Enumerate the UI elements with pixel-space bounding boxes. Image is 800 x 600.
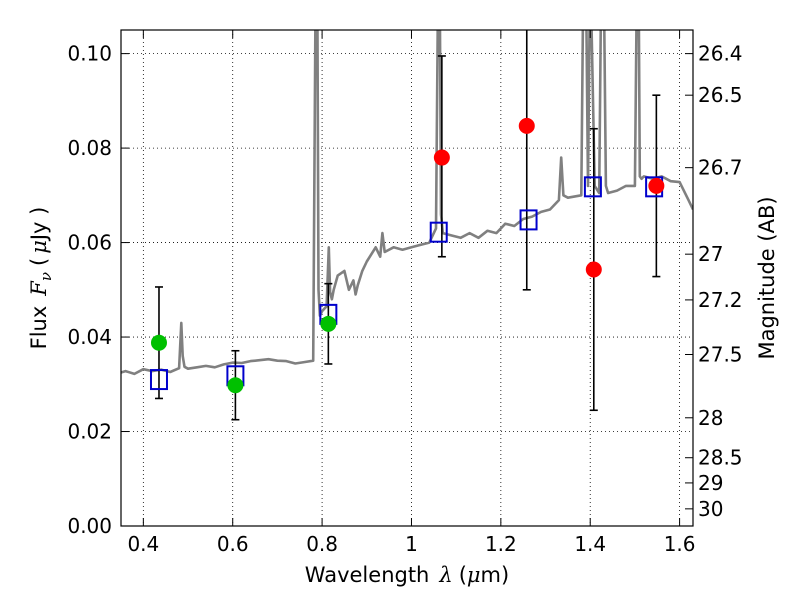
y2-tick-label: 27.2 bbox=[698, 288, 743, 312]
x-tick-label: 0.4 bbox=[127, 532, 159, 556]
y-tick-label: 0.10 bbox=[67, 42, 112, 66]
y2-tick-label: 28.5 bbox=[698, 446, 743, 470]
y-tick-label: 0.00 bbox=[67, 514, 112, 538]
plot-frame bbox=[120, 29, 694, 527]
square-layer bbox=[149, 176, 664, 391]
x-tick-label: 1.6 bbox=[664, 532, 696, 556]
ticks bbox=[121, 30, 693, 527]
y2-tick-label: 30 bbox=[698, 497, 723, 521]
green-data-point bbox=[150, 334, 167, 351]
x-tick-label: 1.4 bbox=[574, 532, 606, 556]
red-data-point bbox=[585, 261, 602, 278]
red-data-point bbox=[433, 149, 450, 166]
x-tick-label: 1 bbox=[405, 532, 418, 556]
y2-tick-label: 28 bbox=[698, 406, 723, 430]
x-tick-label: 0.8 bbox=[306, 532, 338, 556]
green-data-point bbox=[320, 315, 337, 332]
x-tick-label: 1.2 bbox=[485, 532, 517, 556]
plot-area bbox=[121, 30, 693, 526]
y2-tick-label: 27 bbox=[698, 242, 723, 266]
y-tick-label: 0.06 bbox=[67, 231, 112, 255]
model-flux-square bbox=[429, 221, 448, 243]
y2-tick-label: 26.5 bbox=[698, 83, 743, 107]
y-tick-label: 0.08 bbox=[67, 136, 112, 160]
y-tick-label: 0.02 bbox=[67, 420, 112, 444]
y2-tick-label: 26.4 bbox=[698, 42, 743, 66]
tick-labels: 0.4 0.6 0.8 1 1.2 1.4 1.6 0.00 0.02 0.04 0.06 0.08 0… bbox=[67, 42, 742, 556]
y2-tick-label: 26.7 bbox=[698, 156, 743, 180]
model-flux-square bbox=[149, 369, 168, 391]
y2-axis-title: Magnitude (AB) bbox=[755, 196, 779, 359]
red-data-point bbox=[648, 177, 665, 194]
x-tick-label: 0.6 bbox=[217, 532, 249, 556]
model-flux-square bbox=[519, 209, 538, 231]
circle-layer bbox=[150, 117, 665, 394]
green-data-point bbox=[227, 377, 244, 394]
y-tick-label: 0.04 bbox=[67, 325, 112, 349]
plot-layer bbox=[121, 30, 693, 421]
model-flux-square bbox=[583, 176, 602, 198]
y2-tick-label: 29 bbox=[698, 471, 723, 495]
red-data-point bbox=[518, 117, 535, 134]
x-axis-title: Wavelength λ (μm) bbox=[305, 563, 509, 587]
y2-tick-label: 27.5 bbox=[698, 342, 743, 366]
y-axis-title: FluxFν(μJy ) bbox=[27, 207, 55, 350]
